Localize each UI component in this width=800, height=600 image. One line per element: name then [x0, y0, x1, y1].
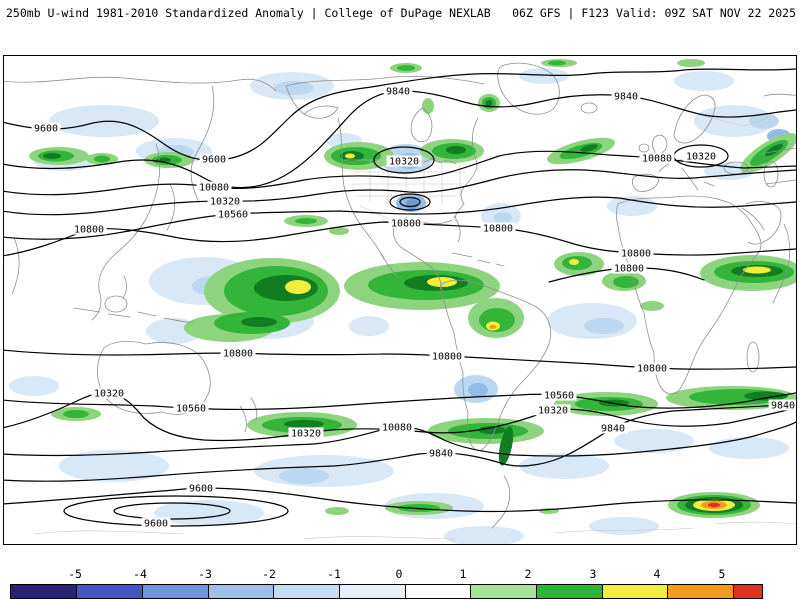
contour-label: 9840: [601, 424, 625, 435]
colorbar-segment: [603, 585, 668, 598]
colorbar-tick-label: 2: [524, 567, 532, 581]
contour-label-bg: [383, 85, 413, 97]
colorbar-segment: [734, 585, 762, 598]
contour-label-bg: [173, 402, 209, 414]
contour-label: 10320: [686, 152, 716, 163]
contour-label: 10080: [199, 183, 229, 194]
contour-label: 10800: [223, 349, 253, 360]
contour-label-bg: [480, 222, 516, 234]
colorbar-ticks: -5 -4 -3 -2 -1 0 1 2 3 4 5: [0, 567, 800, 581]
map-canvas: 9840 9840 9600 9600 10320 10080 10320 10080 1032…: [3, 55, 797, 545]
contour-label: 10560: [544, 391, 574, 402]
colorbar-segment: [77, 585, 143, 598]
model-valid-time: 06Z GFS | F123 Valid: 09Z SAT NOV 22 202…: [512, 6, 796, 20]
contour-label-bg: [31, 122, 61, 134]
contour-label-bg: [611, 262, 647, 274]
colorbar-segment: [209, 585, 274, 598]
colorbar-tick-label: -5: [68, 567, 82, 581]
contour-label-bg: [379, 421, 415, 433]
contour-label: 10080: [382, 423, 412, 434]
contour-label: 10800: [621, 249, 651, 260]
contour-label-bg: [388, 217, 424, 229]
contour-label: 10800: [637, 364, 667, 375]
contour-label: 9840: [429, 449, 453, 460]
colorbar-segment: [668, 585, 734, 598]
colorbar-tick-label: -2: [262, 567, 276, 581]
contour-label-bg: [199, 153, 229, 165]
contour-label: 10320: [210, 197, 240, 208]
contour-label: 9600: [34, 124, 58, 135]
contour-label: 9600: [202, 155, 226, 166]
contour-label-bg: [426, 447, 456, 459]
contour-label-bg: [429, 350, 465, 362]
contour-label: 10800: [614, 264, 644, 275]
colorbar-segment: [11, 585, 77, 598]
contour-label-bg: [535, 404, 571, 416]
contour-label-bg: [386, 155, 422, 167]
contour-label: 10080: [642, 154, 672, 165]
contour-label: 10320: [389, 157, 419, 168]
contour-label: 10560: [218, 210, 248, 221]
contour-label-bg: [207, 195, 243, 207]
contour-label: 10320: [94, 389, 124, 400]
contour-label: 9600: [189, 484, 213, 495]
colorbar-tick-label: 5: [718, 567, 726, 581]
colorbar-segment: [340, 585, 406, 598]
contour-label: 9840: [386, 87, 410, 98]
contour-label-bg: [541, 389, 577, 401]
contour-label-bg: [196, 181, 232, 193]
contour-label: 10800: [74, 225, 104, 236]
contour-label: 10800: [432, 352, 462, 363]
contour-label-bg: [186, 482, 216, 494]
contour-label: 9840: [614, 92, 638, 103]
contour-label: 10320: [291, 429, 321, 440]
colorbar-tick-label: -1: [327, 567, 341, 581]
contour-label-bg: [220, 347, 256, 359]
contour-label-bg: [768, 399, 796, 411]
page-title: 250mb U-wind 1981-2010 Standardized Anom…: [6, 6, 491, 20]
contour-label: 9840: [771, 401, 795, 412]
contour-label-bg: [598, 422, 628, 434]
contour-label-bg: [215, 208, 251, 220]
contour-label: 10560: [176, 404, 206, 415]
colorbar-tick-label: 3: [589, 567, 597, 581]
contour-label: 10800: [391, 219, 421, 230]
header: 250mb U-wind 1981-2010 Standardized Anom…: [6, 6, 796, 20]
colorbar-tick-label: -3: [198, 567, 212, 581]
colorbar-tick-label: -4: [133, 567, 147, 581]
contour-label: 9600: [144, 519, 168, 530]
colorbar-segment: [274, 585, 340, 598]
contour-label: 10800: [483, 224, 513, 235]
contour-label-bg: [288, 427, 324, 439]
colorbar-segment: [406, 585, 471, 598]
colorbar-segment: [471, 585, 537, 598]
contour-label-bg: [639, 152, 675, 164]
contour-label: 10320: [538, 406, 568, 417]
contour-label-bg: [618, 247, 654, 259]
contour-label-bg: [141, 517, 171, 529]
colorbar-segment: [143, 585, 209, 598]
contour-label-bg: [71, 223, 107, 235]
contour-label-bg: [634, 362, 670, 374]
colorbar-tick-label: 0: [395, 567, 403, 581]
contour-label-bg: [91, 387, 127, 399]
colorbar-tick-label: 1: [459, 567, 467, 581]
contour-labels: 9840 9840 9600 9600 10320 10080 10320 10080 1032…: [31, 85, 796, 530]
colorbar: [10, 584, 763, 599]
contour-label-bg: [611, 90, 641, 102]
colorbar-segment: [537, 585, 603, 598]
contour-label-bg: [683, 150, 719, 162]
colorbar-tick-label: 4: [653, 567, 661, 581]
